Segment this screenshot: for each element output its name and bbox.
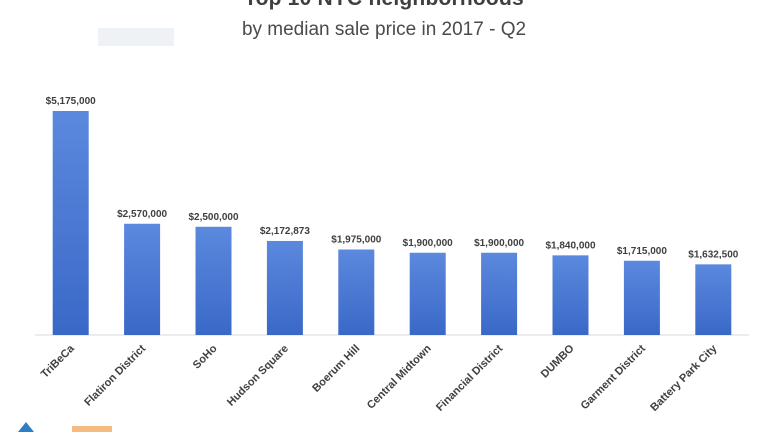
data-label: $1,975,000 (331, 235, 381, 246)
bar-battery-park-city (695, 264, 732, 335)
data-label: $1,840,000 (545, 240, 595, 251)
data-label: $5,175,000 (46, 96, 96, 107)
x-tick-label: SoHo (191, 342, 220, 371)
x-tick-label: Garment District (579, 342, 649, 412)
chart-title: Top 10 NYC neighborhoods (0, 0, 768, 11)
chart-subtitle: by median sale price in 2017 - Q2 (241, 19, 527, 40)
bar-soho (195, 226, 232, 335)
watermark-logo (98, 24, 178, 54)
data-label: $1,900,000 (474, 238, 524, 249)
bar-central-midtown (409, 252, 446, 335)
x-tick-label: Financial District (434, 342, 505, 413)
bar-tribeca (52, 111, 89, 335)
data-label: $1,900,000 (403, 238, 453, 249)
bar-garment-district (623, 260, 660, 335)
x-tick-label: Central Midtown (365, 342, 434, 411)
bar-boerum-hill (338, 249, 375, 335)
bar-financial-district (481, 252, 518, 335)
x-tick-label: DUMBO (539, 342, 577, 380)
x-tick-label: TriBeCa (39, 342, 78, 381)
x-tick-label: Battery Park City (648, 342, 720, 414)
data-label: $1,715,000 (617, 246, 667, 257)
x-tick-label: Hudson Square (225, 343, 291, 409)
bar-hudson-square (266, 240, 303, 335)
x-tick-label: Boerum Hill (310, 343, 362, 395)
bar-dumbo (552, 255, 589, 335)
brand-logo (14, 418, 164, 432)
data-label: $2,500,000 (188, 212, 238, 223)
data-label: $2,172,873 (260, 226, 310, 237)
data-label: $2,570,000 (117, 209, 167, 220)
x-tick-label: Flatiron District (82, 342, 148, 408)
bar-flatiron-district (124, 223, 161, 335)
data-label: $1,632,500 (688, 249, 738, 260)
